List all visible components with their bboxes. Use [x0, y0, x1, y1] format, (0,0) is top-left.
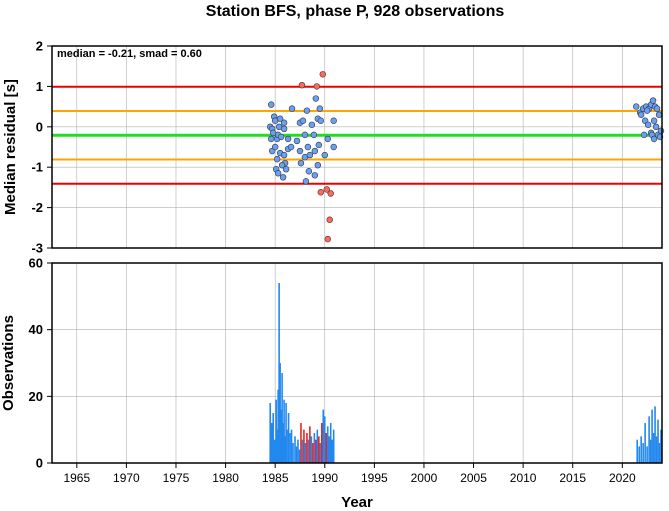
residual-point	[315, 141, 323, 149]
residual-point	[644, 121, 652, 128]
residual-point	[330, 143, 337, 151]
residual-point-outlier	[324, 235, 331, 243]
residual-point	[304, 143, 312, 151]
residual-point	[296, 147, 304, 155]
observations-plot-area	[52, 263, 662, 463]
residual-point	[306, 151, 314, 159]
residual-point	[650, 135, 658, 143]
observations-x-ticks: 1965 1970 1975 1980 1985 1990 1995 2000 2005 2010…	[63, 463, 636, 485]
residual-point	[324, 135, 331, 143]
residual-point-outlier	[313, 83, 321, 90]
residual-point	[330, 117, 337, 124]
residual-frame	[51, 45, 663, 249]
residual-point	[633, 103, 640, 110]
residual-point-outlier	[326, 216, 333, 223]
residual-point	[303, 107, 311, 114]
residual-point	[316, 105, 324, 112]
residual-point	[649, 97, 657, 104]
observations-y-tick-label: 20	[29, 389, 43, 404]
residual-point	[280, 151, 288, 159]
x-tick-label: 2015	[559, 471, 586, 485]
residual-point	[302, 178, 310, 185]
residual-y-tick-label: -2	[31, 200, 43, 215]
residual-point	[652, 123, 660, 131]
residual-y-ticks: 2 1 0 -1 -2 -3	[31, 39, 52, 256]
residual-point	[284, 135, 292, 143]
residual-point	[321, 151, 328, 159]
residual-point	[268, 135, 275, 143]
observations-y-axis-label: Observations	[0, 315, 17, 411]
observations-y-tick-label: 0	[36, 456, 43, 471]
residual-y-axis-label: Median residual [s]	[2, 79, 19, 215]
residual-points	[267, 71, 665, 243]
residual-point	[274, 170, 282, 177]
residual-y-tick-label: 1	[36, 79, 43, 94]
residual-point	[276, 115, 284, 122]
residual-reference-lines	[52, 85, 662, 185]
residual-point	[311, 172, 319, 179]
residual-point	[653, 105, 661, 112]
residual-point	[282, 166, 290, 173]
x-tick-label: 2000	[411, 471, 438, 485]
residual-point	[278, 161, 286, 169]
x-tick-label: 1970	[113, 471, 140, 485]
residual-point	[279, 174, 287, 181]
residual-point	[311, 147, 319, 155]
residual-point	[268, 101, 275, 108]
residual-y-tick-label: -1	[31, 160, 43, 175]
residual-point	[288, 105, 296, 112]
residual-point	[637, 111, 645, 118]
residual-point	[314, 161, 322, 169]
residual-point	[650, 117, 658, 124]
residual-point	[317, 117, 324, 124]
residual-panel: 2 1 0 -1 -2 -3 median = -0.21, smad = 0.60 Me…	[2, 39, 665, 256]
observations-panel: 60 40 20 0 1965 1970 1975 1980 1985 1990 1995 2000…	[0, 256, 663, 511]
residual-point-outlier	[323, 186, 330, 193]
x-tick-label: 2005	[460, 471, 487, 485]
residual-y-tick-label: 2	[36, 39, 43, 54]
residual-point	[640, 131, 648, 139]
residual-point	[277, 133, 285, 141]
residual-point	[293, 137, 301, 145]
residual-point-outlier	[327, 190, 334, 197]
residual-point-outlier	[317, 189, 324, 196]
residual-point-outlier	[298, 81, 306, 89]
x-tick-label: 1975	[163, 471, 190, 485]
residual-point	[287, 143, 295, 151]
observations-bars	[269, 283, 662, 463]
residual-point-outlier	[319, 71, 326, 78]
x-tick-label: 1965	[63, 471, 90, 485]
x-axis-label: Year	[341, 494, 373, 511]
residual-point	[305, 168, 313, 175]
residual-point	[310, 131, 318, 139]
observations-y-ticks: 60 40 20 0	[29, 256, 52, 471]
residual-point	[308, 121, 316, 128]
x-tick-label: 2020	[609, 471, 636, 485]
observations-y-tick-label: 40	[29, 322, 43, 337]
residual-y-tick-label: 0	[36, 119, 43, 134]
observations-y-tick-label: 60	[29, 256, 43, 271]
residual-point	[273, 155, 281, 163]
x-tick-label: 1980	[212, 471, 239, 485]
residual-y-tick-label: -3	[31, 241, 43, 256]
x-tick-label: 2010	[510, 471, 537, 485]
stats-annotation: median = -0.21, smad = 0.60	[57, 48, 202, 60]
residual-point	[643, 107, 651, 114]
residual-point	[271, 143, 279, 151]
observations-frame	[51, 262, 663, 464]
residual-point	[299, 117, 307, 124]
residual-point	[297, 159, 305, 167]
x-tick-label: 1990	[311, 471, 338, 485]
residual-point	[301, 131, 309, 139]
residual-point	[312, 95, 320, 102]
figure-title: Station BFS, phase P, 928 observations	[206, 3, 505, 20]
residual-point	[280, 125, 288, 133]
residual-point	[655, 111, 663, 118]
residual-point	[657, 127, 665, 135]
x-tick-label: 1985	[262, 471, 289, 485]
x-tick-label: 1995	[361, 471, 388, 485]
residual-plot-area	[52, 46, 662, 248]
